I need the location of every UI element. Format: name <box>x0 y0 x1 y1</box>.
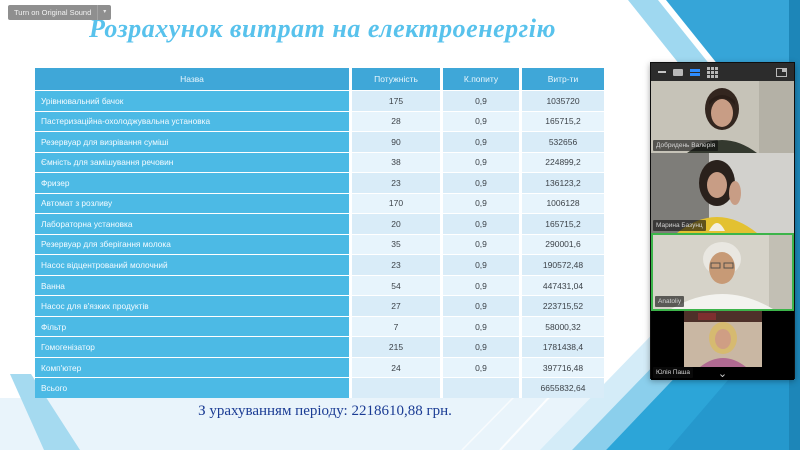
row-name-cell: Урівнювальний бачок <box>35 91 349 111</box>
row-value-cell: 38 <box>352 152 440 173</box>
row-value-cell: 58000,32 <box>522 316 604 337</box>
row-name-cell: Резервуар для зберігання молока <box>35 234 349 255</box>
participant-video-4[interactable]: Юлія Паша ⌄ <box>651 311 794 380</box>
participant-2-name: Марина Базунц <box>653 220 706 231</box>
slide-footer-note: З урахуванням періоду: 2218610,88 грн. <box>198 403 452 419</box>
row-value-cell: 0,9 <box>443 152 519 173</box>
row-value-cell: 170 <box>352 193 440 214</box>
row-name-cell: Насос відцентрований молочний <box>35 255 349 275</box>
row-value-cell: 7 <box>352 316 440 337</box>
cost-table: Назва Потужність К.попиту Витр-ти Урівню… <box>35 68 604 398</box>
row-name-cell: Гомогенізатор <box>35 337 349 357</box>
row-name-cell: Резервуар для визрівання суміші <box>35 132 349 152</box>
original-sound-button[interactable]: Turn on Original Sound <box>8 5 98 20</box>
row-value-cell: 447431,04 <box>522 275 604 296</box>
participant-video-1[interactable]: Добридень Валерія <box>651 81 794 153</box>
col-header-cost: Витр-ти <box>522 68 604 90</box>
chevron-down-icon[interactable]: ⌄ <box>717 368 728 380</box>
row-value-cell: 0,9 <box>443 91 519 111</box>
row-value-cell: 0,9 <box>443 255 519 275</box>
row-name-cell: Автомат з розливу <box>35 193 349 214</box>
row-value-cell: 0,9 <box>443 111 519 132</box>
row-value-cell: 6655832,64 <box>522 378 604 398</box>
row-value-cell: 0,9 <box>443 214 519 234</box>
row-value-cell: 0,9 <box>443 275 519 296</box>
row-value-cell: 397716,48 <box>522 357 604 378</box>
original-sound-control[interactable]: Turn on Original Sound ▾ <box>8 5 112 20</box>
participant-4-avatar <box>683 311 762 367</box>
participant-video-2[interactable]: Марина Базунц <box>651 153 794 233</box>
row-value-cell: 223715,52 <box>522 296 604 316</box>
gallery-view-icon[interactable] <box>707 66 718 78</box>
row-value-cell: 136123,2 <box>522 173 604 193</box>
row-value-cell: 165715,2 <box>522 214 604 234</box>
row-name-cell: Ємність для замішування речовин <box>35 152 349 173</box>
strip-view-icon[interactable] <box>690 68 700 76</box>
video-panel-toolbar <box>651 63 794 81</box>
row-value-cell: 175 <box>352 91 440 111</box>
row-value-cell: 0,9 <box>443 132 519 152</box>
row-value-cell: 0,9 <box>443 296 519 316</box>
row-value-cell: 27 <box>352 296 440 316</box>
row-value-cell: 0,9 <box>443 337 519 357</box>
row-value-cell: 23 <box>352 173 440 193</box>
minimize-icon[interactable] <box>658 71 666 73</box>
col-header-demand: К.попиту <box>443 68 519 90</box>
row-value-cell: 0,9 <box>443 234 519 255</box>
row-name-cell: Пастеризаційна-охолоджувальна установка <box>35 111 349 132</box>
row-name-cell: Лабораторна установка <box>35 214 349 234</box>
participant-tiles: Добридень Валерія Марина Базунц <box>651 81 794 380</box>
row-value-cell: 215 <box>352 337 440 357</box>
row-name-cell: Ванна <box>35 275 349 296</box>
row-value-cell: 23 <box>352 255 440 275</box>
video-conference-panel: Добридень Валерія Марина Базунц <box>650 62 795 380</box>
row-value-cell: 224899,2 <box>522 152 604 173</box>
participant-1-name: Добридень Валерія <box>653 140 719 151</box>
row-value-cell: 1781438,4 <box>522 337 604 357</box>
row-value-cell: 54 <box>352 275 440 296</box>
row-value-cell <box>352 378 440 398</box>
col-header-power: Потужність <box>352 68 440 90</box>
row-value-cell: 290001,6 <box>522 234 604 255</box>
row-value-cell: 0,9 <box>443 193 519 214</box>
row-value-cell: 1006128 <box>522 193 604 214</box>
participant-video-3-active-speaker[interactable]: Anatoliy <box>651 233 794 311</box>
speaker-view-icon[interactable] <box>673 68 683 76</box>
row-value-cell <box>443 378 519 398</box>
row-value-cell: 0,9 <box>443 357 519 378</box>
row-value-cell: 90 <box>352 132 440 152</box>
row-name-cell: Всього <box>35 378 349 398</box>
row-value-cell: 28 <box>352 111 440 132</box>
col-header-name: Назва <box>35 68 349 90</box>
popout-icon[interactable] <box>776 67 787 77</box>
row-name-cell: Насос для в'язких продуктів <box>35 296 349 316</box>
participant-4-name: Юлія Паша <box>653 367 693 378</box>
row-name-cell: Комп'ютер <box>35 357 349 378</box>
original-sound-dropdown-icon[interactable]: ▾ <box>97 5 112 20</box>
participant-3-name: Anatoliy <box>655 296 685 307</box>
row-value-cell: 35 <box>352 234 440 255</box>
row-value-cell: 165715,2 <box>522 111 604 132</box>
row-name-cell: Фризер <box>35 173 349 193</box>
row-name-cell: Фільтр <box>35 316 349 337</box>
row-value-cell: 532656 <box>522 132 604 152</box>
row-value-cell: 24 <box>352 357 440 378</box>
row-value-cell: 190572,48 <box>522 255 604 275</box>
row-value-cell: 20 <box>352 214 440 234</box>
slide-title: Розрахунок витрат на електроенергію <box>88 14 556 43</box>
row-value-cell: 1035720 <box>522 91 604 111</box>
row-value-cell: 0,9 <box>443 173 519 193</box>
row-value-cell: 0,9 <box>443 316 519 337</box>
